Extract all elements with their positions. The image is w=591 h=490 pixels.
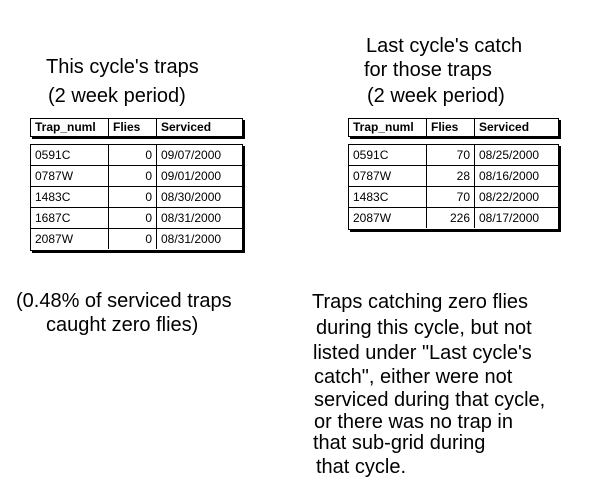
table-row: 0591C 0 09/07/2000 xyxy=(31,145,242,166)
right-note-line: Traps catching zero flies xyxy=(312,291,529,313)
serviced-cell: 08/25/2000 xyxy=(479,148,540,162)
table-row: 0591C 70 08/25/2000 xyxy=(349,145,558,166)
last-cycle-table-header: Trap_numl Flies Serviced xyxy=(348,118,559,137)
table-row: 2087W 226 08/17/2000 xyxy=(349,208,558,229)
right-note-line: during this cycle, but not xyxy=(316,317,532,339)
flies-cell: 28 xyxy=(426,166,475,186)
flies-cell: 0 xyxy=(108,145,157,165)
table-row: 1687C 0 08/31/2000 xyxy=(31,208,242,229)
right-note-line: listed under "Last cycle's xyxy=(313,342,532,364)
serviced-cell: 08/16/2000 xyxy=(479,169,540,183)
right-heading-line3: (2 week period) xyxy=(367,85,505,107)
table-row: 1483C 70 08/22/2000 xyxy=(349,187,558,208)
column-header-flies: Flies xyxy=(431,120,459,134)
serviced-cell: 09/01/2000 xyxy=(161,169,222,183)
flies-cell: 0 xyxy=(108,187,157,207)
flies-cell: 0 xyxy=(108,229,157,249)
column-header-trap: Trap_numl xyxy=(353,120,414,134)
table-row: 1483C 0 08/30/2000 xyxy=(31,187,242,208)
right-heading-line1: Last cycle's catch xyxy=(366,35,523,57)
trap-cell: 2087W xyxy=(353,211,392,225)
trap-cell: 1483C xyxy=(353,190,389,204)
trap-cell: 2087W xyxy=(35,232,74,246)
serviced-cell: 09/07/2000 xyxy=(161,148,222,162)
column-header-serviced: Serviced xyxy=(479,120,530,134)
flies-cell: 70 xyxy=(426,145,475,165)
last-cycle-table: 0591C 70 08/25/2000 0787W 28 08/16/2000 1483C 7… xyxy=(348,144,559,230)
left-note-line1: (0.48% of serviced traps xyxy=(16,290,232,312)
right-note-line: serviced during that cycle, xyxy=(314,389,546,411)
trap-cell: 0591C xyxy=(353,148,389,162)
trap-cell: 0787W xyxy=(35,169,74,183)
column-header-flies: Flies xyxy=(113,120,141,134)
flies-cell: 226 xyxy=(426,208,475,228)
left-heading-line1: This cycle's traps xyxy=(46,56,199,78)
serviced-cell: 08/30/2000 xyxy=(161,190,222,204)
flies-cell: 0 xyxy=(108,166,157,186)
right-note-line: or there was no trap in xyxy=(314,411,513,433)
this-cycle-table-header: Trap_numl Flies Serviced xyxy=(30,118,243,137)
flies-cell: 70 xyxy=(426,187,475,207)
right-note-line: catch", either were not xyxy=(314,366,513,388)
table-row: 0787W 28 08/16/2000 xyxy=(349,166,558,187)
trap-cell: 0787W xyxy=(353,169,392,183)
left-heading-line2: (2 week period) xyxy=(48,85,186,107)
trap-cell: 0591C xyxy=(35,148,71,162)
right-note-line: that sub-grid during xyxy=(313,432,486,454)
this-cycle-table: 0591C 0 09/07/2000 0787W 0 09/01/2000 1483C 0 08… xyxy=(30,144,243,251)
right-note-line: that cycle. xyxy=(316,456,407,478)
serviced-cell: 08/31/2000 xyxy=(161,211,222,225)
column-header-trap: Trap_numl xyxy=(35,120,96,134)
flies-cell: 0 xyxy=(108,208,157,228)
serviced-cell: 08/22/2000 xyxy=(479,190,540,204)
serviced-cell: 08/31/2000 xyxy=(161,232,222,246)
left-note-line2: caught zero flies) xyxy=(46,314,199,336)
trap-cell: 1483C xyxy=(35,190,71,204)
right-heading-line2: for those traps xyxy=(364,59,492,81)
serviced-cell: 08/17/2000 xyxy=(479,211,540,225)
table-row: 2087W 0 08/31/2000 xyxy=(31,229,242,250)
table-row: 0787W 0 09/01/2000 xyxy=(31,166,242,187)
column-header-serviced: Serviced xyxy=(161,120,212,134)
trap-cell: 1687C xyxy=(35,211,71,225)
